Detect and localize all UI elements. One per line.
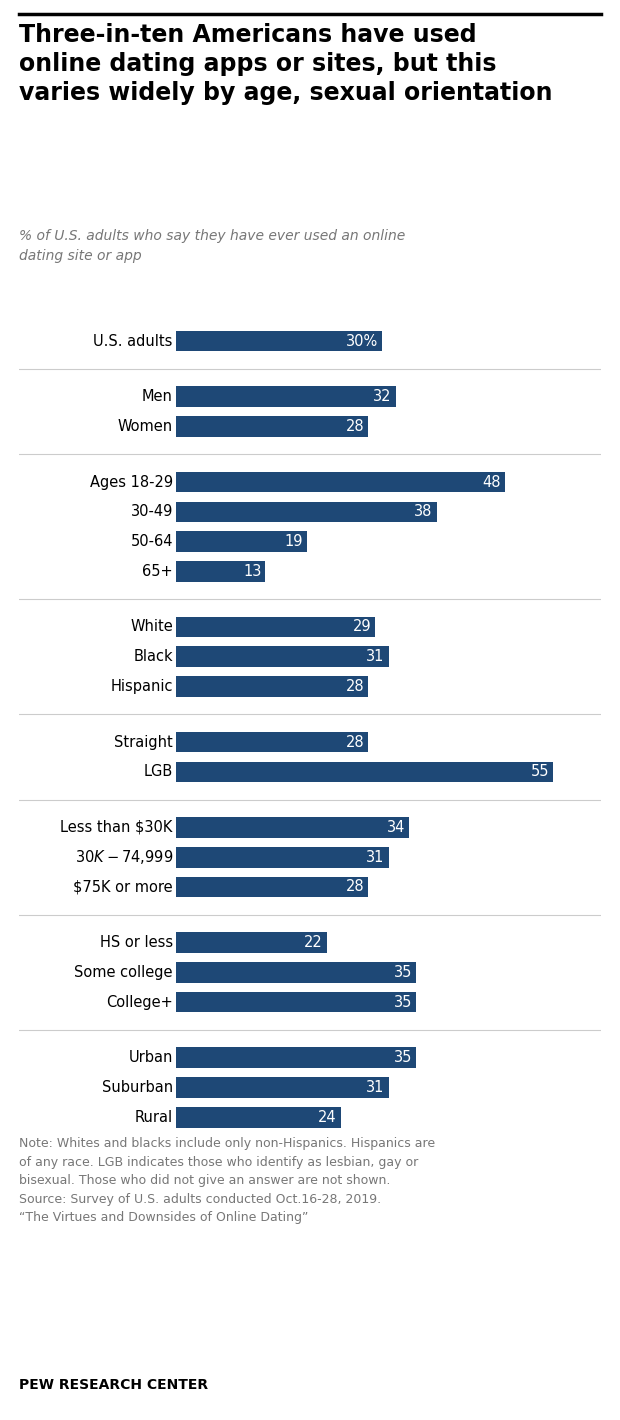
Text: College+: College+ — [106, 994, 173, 1010]
Text: U.S. adults: U.S. adults — [94, 334, 173, 349]
Text: Note: Whites and blacks include only non-Hispanics. Hispanics are
of any race. L: Note: Whites and blacks include only non… — [19, 1137, 435, 1224]
Text: 31: 31 — [366, 649, 385, 665]
Bar — [176, 1108, 341, 1127]
Text: 22: 22 — [304, 934, 323, 950]
Text: Black: Black — [133, 649, 173, 665]
Bar — [176, 561, 265, 582]
Text: Some college: Some college — [74, 964, 173, 980]
Text: 30-49: 30-49 — [130, 504, 173, 520]
Text: 31: 31 — [366, 849, 385, 865]
Text: Straight: Straight — [114, 734, 173, 750]
Text: 50-64: 50-64 — [130, 534, 173, 550]
Text: 35: 35 — [394, 964, 412, 980]
Text: 35: 35 — [394, 1051, 412, 1065]
Text: 30%: 30% — [345, 334, 378, 349]
Text: 35: 35 — [394, 994, 412, 1010]
Bar — [176, 991, 416, 1012]
Text: Urban: Urban — [128, 1051, 173, 1065]
Bar — [176, 731, 368, 753]
Bar — [176, 416, 368, 437]
Text: PEW RESEARCH CENTER: PEW RESEARCH CENTER — [19, 1379, 208, 1393]
Text: 34: 34 — [387, 819, 405, 835]
Bar — [176, 676, 368, 697]
Bar — [176, 961, 416, 983]
Text: 13: 13 — [243, 564, 261, 579]
Bar — [176, 846, 389, 868]
Bar — [176, 933, 327, 953]
Bar — [176, 386, 396, 408]
Text: Women: Women — [118, 419, 173, 435]
Bar — [176, 816, 409, 838]
Bar — [176, 1078, 389, 1098]
Bar — [176, 471, 505, 493]
Text: Ages 18-29: Ages 18-29 — [90, 474, 173, 490]
Bar — [176, 876, 368, 897]
Text: Hispanic: Hispanic — [110, 679, 173, 694]
Text: Men: Men — [142, 389, 173, 405]
Bar — [176, 761, 554, 782]
Text: 28: 28 — [345, 879, 364, 895]
Text: Three-in-ten Americans have used
online dating apps or sites, but this
varies wi: Three-in-ten Americans have used online … — [19, 23, 552, 105]
Text: HS or less: HS or less — [100, 934, 173, 950]
Text: Suburban: Suburban — [102, 1081, 173, 1095]
Text: 48: 48 — [483, 474, 502, 490]
Text: 32: 32 — [373, 389, 392, 405]
Text: $75K or more: $75K or more — [73, 879, 173, 895]
Text: 38: 38 — [414, 504, 433, 520]
Bar — [176, 531, 306, 552]
Text: 29: 29 — [352, 619, 371, 635]
Text: $30K-$74,999: $30K-$74,999 — [74, 848, 173, 866]
Text: White: White — [130, 619, 173, 635]
Text: 65+: 65+ — [142, 564, 173, 579]
Bar — [176, 616, 375, 638]
Text: % of U.S. adults who say they have ever used an online
dating site or app: % of U.S. adults who say they have ever … — [19, 229, 405, 263]
Bar — [176, 1048, 416, 1068]
Text: 55: 55 — [531, 764, 549, 780]
Bar — [176, 646, 389, 667]
Bar — [176, 331, 382, 352]
Text: 28: 28 — [345, 734, 364, 750]
Text: 24: 24 — [318, 1109, 337, 1125]
Text: Less than $30K: Less than $30K — [61, 819, 173, 835]
Text: 31: 31 — [366, 1081, 385, 1095]
Text: Rural: Rural — [135, 1109, 173, 1125]
Text: 28: 28 — [345, 679, 364, 694]
Text: LGB: LGB — [144, 764, 173, 780]
Bar — [176, 501, 437, 523]
Text: 28: 28 — [345, 419, 364, 435]
Text: 19: 19 — [284, 534, 303, 550]
